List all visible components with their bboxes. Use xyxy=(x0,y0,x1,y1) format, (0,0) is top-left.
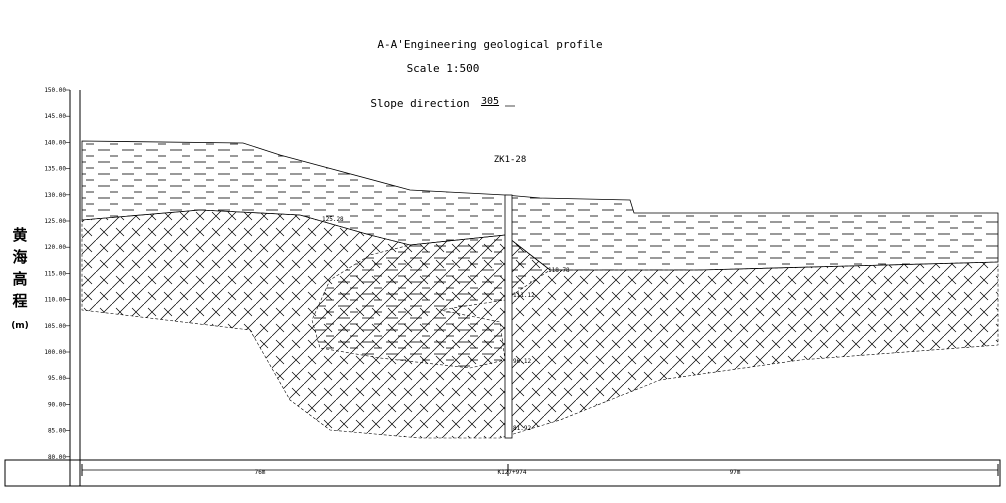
station: K127+974 xyxy=(498,469,527,476)
title: A-A'Engineering geological profile xyxy=(377,38,602,51)
slope-label: Slope direction xyxy=(370,97,469,110)
tick-label: 80.00 xyxy=(48,454,66,461)
elevation-label: 96.12 xyxy=(513,358,531,365)
axis-label: (m) xyxy=(11,321,29,331)
tick-label: 105.00 xyxy=(44,323,66,330)
tick-label: 100.00 xyxy=(44,349,66,356)
axis-label: 海 xyxy=(12,248,27,266)
tick-label: 115.00 xyxy=(44,270,66,277)
elevation-label: 111.12 xyxy=(513,292,535,299)
axis-label: 黄 xyxy=(12,226,27,244)
tick-label: 145.00 xyxy=(44,113,66,120)
clay-lens xyxy=(311,234,551,369)
axis-label: 高 xyxy=(12,270,27,288)
elevation-label: 118.78 xyxy=(548,267,570,274)
right-distance: 97m xyxy=(730,469,741,476)
scale: Scale 1:500 xyxy=(407,62,480,75)
tick-label: 135.00 xyxy=(44,166,66,173)
bedrock-layer xyxy=(81,209,999,439)
footer-box xyxy=(4,459,1001,487)
borehole xyxy=(504,194,513,439)
slope-value: 305 xyxy=(481,96,499,107)
borehole-name: ZK1-28 xyxy=(494,155,527,165)
tick-label: 120.00 xyxy=(44,244,66,251)
tick-label: 125.00 xyxy=(44,218,66,225)
tick-label: 90.00 xyxy=(48,401,66,408)
left-distance: 76m xyxy=(255,469,266,476)
tick-label: 140.00 xyxy=(44,139,66,146)
tick-label: 95.00 xyxy=(48,375,66,382)
elevation-label: 125.28 xyxy=(322,216,344,223)
elevation-label: 81.92 xyxy=(513,425,531,432)
tick-label: 150.00 xyxy=(44,87,66,94)
tick-label: 130.00 xyxy=(44,192,66,199)
axis-label: 程 xyxy=(12,292,27,310)
tick-label: 85.00 xyxy=(48,428,66,435)
elevation-axis: 150.00 145.00 140.00 135.00 130.00 125.00 120.… xyxy=(11,87,81,486)
tick-label: 110.00 xyxy=(44,297,66,304)
